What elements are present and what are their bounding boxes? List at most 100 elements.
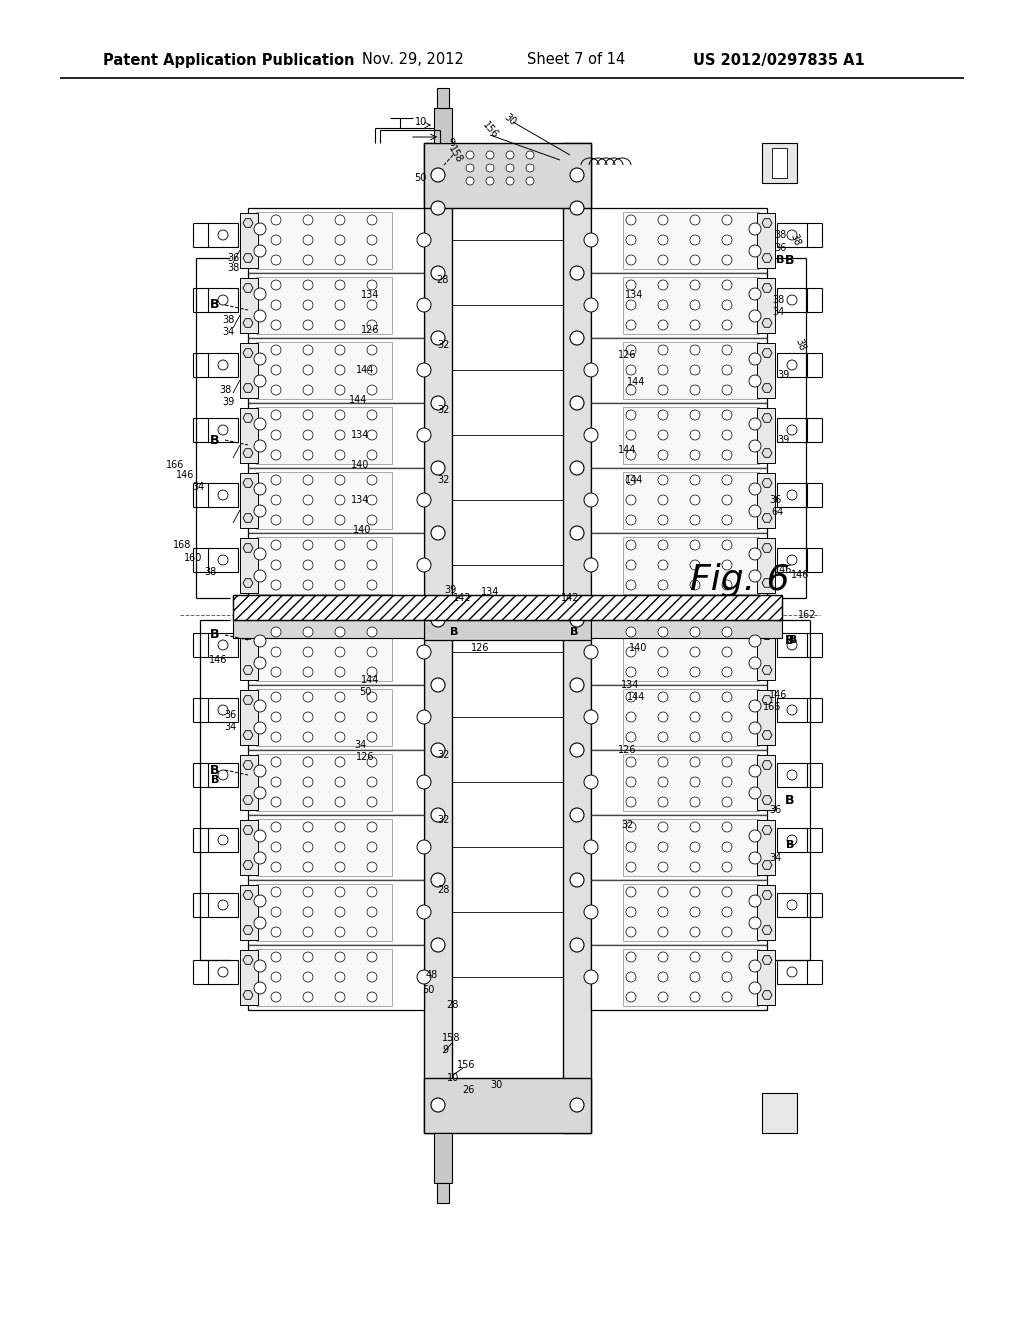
Circle shape — [690, 319, 700, 330]
Text: 28: 28 — [437, 884, 450, 895]
Circle shape — [722, 560, 732, 570]
Bar — [256, 884, 392, 941]
Polygon shape — [243, 956, 253, 965]
Text: 126: 126 — [355, 752, 374, 762]
Bar — [208, 894, 238, 917]
Text: B: B — [210, 763, 220, 776]
Text: 162: 162 — [798, 610, 816, 620]
Circle shape — [658, 300, 668, 310]
Circle shape — [749, 657, 761, 669]
Text: 144: 144 — [360, 675, 379, 685]
Circle shape — [335, 450, 345, 459]
Circle shape — [722, 692, 732, 702]
Polygon shape — [243, 578, 253, 587]
Circle shape — [626, 366, 636, 375]
Circle shape — [658, 385, 668, 395]
Bar — [256, 754, 392, 810]
Bar — [772, 148, 787, 178]
Text: 64: 64 — [772, 507, 784, 517]
Bar — [208, 763, 238, 787]
Circle shape — [303, 667, 313, 677]
Text: 142: 142 — [561, 593, 580, 603]
Circle shape — [431, 678, 445, 692]
Circle shape — [431, 267, 445, 280]
Circle shape — [658, 495, 668, 506]
Circle shape — [367, 993, 377, 1002]
Text: Patent Application Publication: Patent Application Publication — [103, 53, 354, 67]
Bar — [591, 945, 767, 1010]
Circle shape — [584, 645, 598, 659]
Bar — [424, 1078, 591, 1133]
Circle shape — [658, 887, 668, 898]
Polygon shape — [243, 861, 253, 870]
Circle shape — [570, 525, 584, 540]
Circle shape — [466, 164, 474, 172]
Circle shape — [367, 711, 377, 722]
Circle shape — [431, 525, 445, 540]
Bar — [240, 343, 258, 399]
Circle shape — [271, 797, 281, 807]
Text: 34: 34 — [354, 741, 367, 750]
Circle shape — [218, 705, 228, 715]
Circle shape — [367, 667, 377, 677]
Circle shape — [722, 647, 732, 657]
Circle shape — [658, 579, 668, 590]
Bar — [240, 820, 258, 875]
Bar — [208, 828, 238, 851]
Text: 36: 36 — [769, 495, 781, 506]
Circle shape — [626, 842, 636, 851]
Circle shape — [271, 319, 281, 330]
Circle shape — [431, 461, 445, 475]
Circle shape — [254, 700, 266, 711]
Circle shape — [749, 548, 761, 560]
Text: 134: 134 — [351, 430, 370, 440]
Polygon shape — [762, 631, 772, 639]
Circle shape — [787, 640, 797, 649]
Circle shape — [271, 711, 281, 722]
Circle shape — [626, 927, 636, 937]
Text: Fig. 6: Fig. 6 — [690, 564, 790, 597]
Circle shape — [626, 887, 636, 898]
Circle shape — [431, 808, 445, 822]
Polygon shape — [762, 696, 772, 705]
Circle shape — [218, 425, 228, 436]
Circle shape — [486, 177, 494, 185]
Circle shape — [690, 842, 700, 851]
Circle shape — [658, 777, 668, 787]
Bar — [248, 533, 424, 598]
Circle shape — [787, 836, 797, 845]
Bar — [208, 483, 238, 507]
Circle shape — [722, 450, 732, 459]
Text: 36: 36 — [769, 805, 781, 814]
Circle shape — [506, 177, 514, 185]
Circle shape — [722, 927, 732, 937]
Text: 32: 32 — [437, 341, 450, 350]
Circle shape — [658, 842, 668, 851]
Circle shape — [690, 733, 700, 742]
Bar — [248, 685, 424, 750]
Bar — [623, 537, 759, 594]
Text: 32: 32 — [437, 405, 450, 414]
Text: 146: 146 — [769, 690, 787, 700]
Circle shape — [658, 560, 668, 570]
Text: 134: 134 — [481, 587, 499, 597]
Text: 126: 126 — [617, 744, 636, 755]
Circle shape — [749, 570, 761, 582]
Circle shape — [570, 743, 584, 756]
Polygon shape — [243, 665, 253, 675]
Circle shape — [431, 873, 445, 887]
Circle shape — [787, 770, 797, 780]
Text: 140: 140 — [629, 643, 647, 653]
Polygon shape — [243, 544, 253, 552]
Circle shape — [690, 756, 700, 767]
Bar — [591, 814, 767, 880]
Circle shape — [722, 495, 732, 506]
Circle shape — [626, 475, 636, 484]
Circle shape — [722, 993, 732, 1002]
Polygon shape — [243, 318, 253, 327]
Circle shape — [749, 483, 761, 495]
Circle shape — [417, 492, 431, 507]
Circle shape — [570, 808, 584, 822]
Circle shape — [787, 968, 797, 977]
Circle shape — [303, 579, 313, 590]
